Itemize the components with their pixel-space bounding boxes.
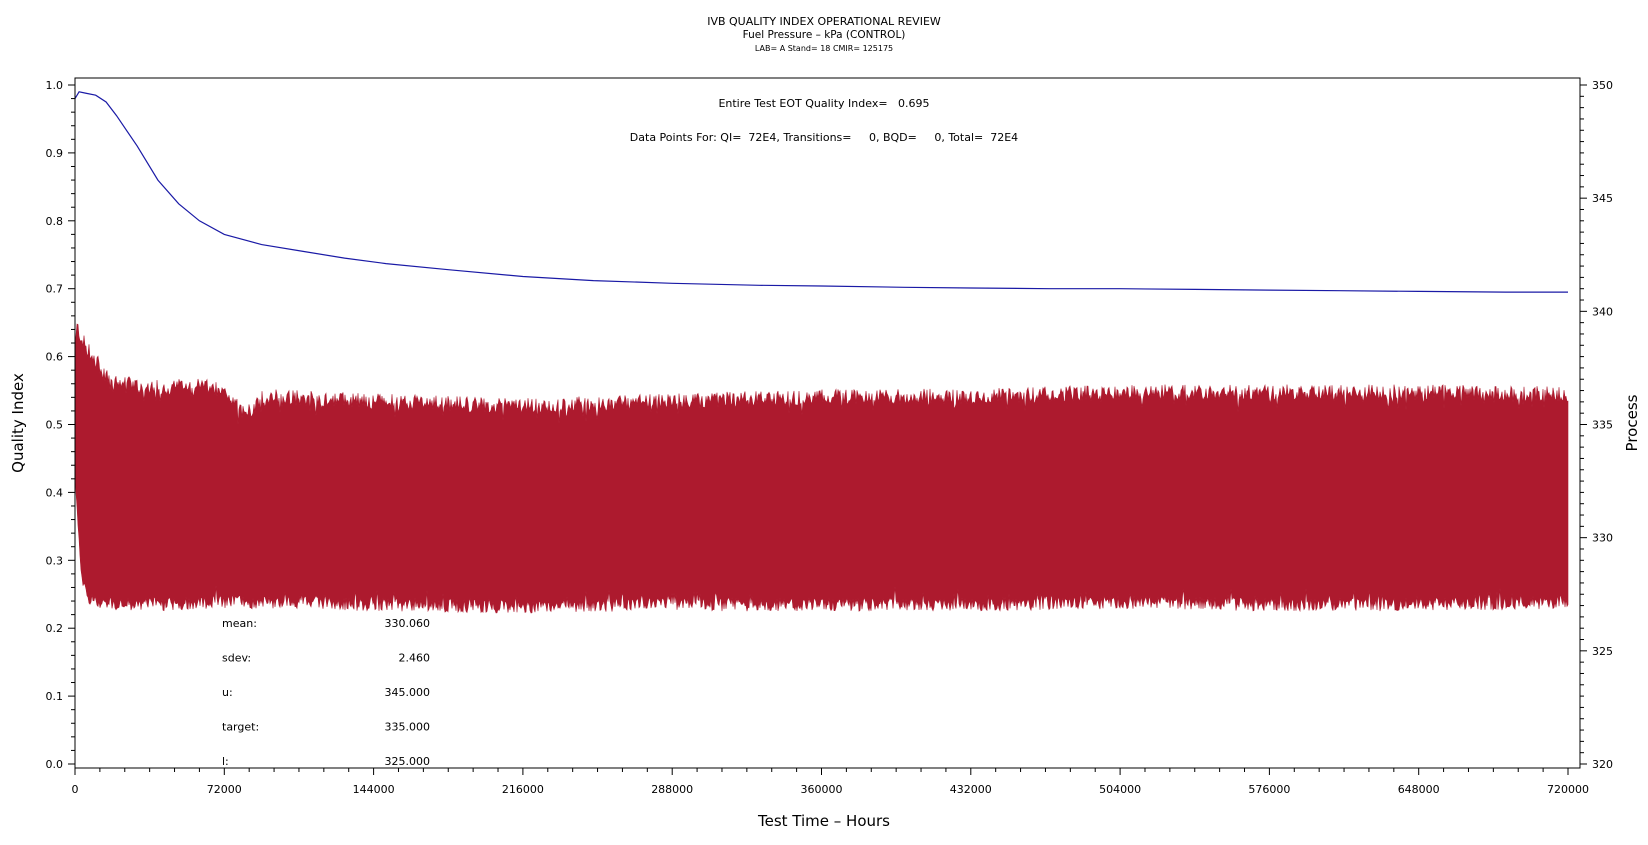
- y-tick-label: 1.0: [46, 79, 64, 92]
- stat-label: sdev:: [222, 652, 251, 665]
- stats-table: mean: 330.060 sdev: 2.460 u: 345.000 target: 33…: [222, 617, 430, 768]
- y2-tick-label: 340: [1592, 305, 1613, 318]
- y-axis-label: Quality Index: [9, 373, 27, 473]
- x-axis: 0 72000 144000 216000 288000 360000 432000 5040…: [72, 768, 1589, 796]
- x-tick-label: 216000: [502, 783, 544, 796]
- x-tick-label: 72000: [207, 783, 242, 796]
- chart-info-line: LAB= A Stand= 18 CMIR= 125175: [755, 44, 893, 53]
- process-band-layer: [74, 323, 1569, 614]
- stat-value: 345.000: [385, 686, 431, 699]
- quality-index-line-layer: [74, 91, 1568, 293]
- y-tick-label: 0.9: [46, 147, 64, 160]
- y-tick-label: 0.5: [46, 419, 64, 432]
- y2-tick-label: 345: [1592, 192, 1613, 205]
- y-tick-label: 0.3: [46, 554, 64, 567]
- annotation-data-points: Data Points For: QI= 72E4, Transitions= …: [630, 131, 1018, 144]
- process-series-band: [74, 323, 1569, 614]
- stat-label: mean:: [222, 617, 257, 630]
- stat-label: target:: [222, 721, 259, 734]
- chart-subtitle: Fuel Pressure – kPa (CONTROL): [743, 29, 906, 41]
- plot-frame: [74, 77, 1581, 769]
- y-axis-left: 0.0 0.1 0.2 0.3 0.4 0.5 0.6 0.7 0.8 0.9 1.0: [46, 79, 75, 771]
- x-axis-label: Test Time – Hours: [757, 812, 890, 830]
- y2-tick-label: 335: [1592, 419, 1613, 432]
- y-tick-label: 0.4: [46, 486, 64, 499]
- annotation-quality-index: Entire Test EOT Quality Index= 0.695: [718, 97, 929, 110]
- y-tick-label: 0.8: [46, 215, 64, 228]
- x-tick-label: 504000: [1099, 783, 1141, 796]
- stat-value: 325.000: [385, 755, 431, 768]
- x-tick-label: 720000: [1547, 783, 1589, 796]
- y2-tick-label: 330: [1592, 532, 1613, 545]
- stat-label: u:: [222, 686, 233, 699]
- stat-label: l:: [222, 755, 229, 768]
- y-tick-label: 0.2: [46, 622, 64, 635]
- x-tick-label: 432000: [950, 783, 992, 796]
- x-tick-label: 360000: [801, 783, 843, 796]
- y2-axis-label: Process: [1623, 394, 1641, 451]
- x-tick-label: 648000: [1398, 783, 1440, 796]
- x-tick-label: 576000: [1248, 783, 1290, 796]
- x-tick-label: 288000: [651, 783, 693, 796]
- y-tick-label: 0.0: [46, 758, 64, 771]
- y-axis-right: 320 325 330 335 340 345 350: [1580, 79, 1613, 771]
- y-tick-label: 0.1: [46, 690, 64, 703]
- y2-tick-label: 350: [1592, 79, 1613, 92]
- y-tick-label: 0.7: [46, 283, 64, 296]
- stat-value: 2.460: [399, 652, 431, 665]
- quality-index-line: [74, 91, 1568, 293]
- y-tick-label: 0.6: [46, 351, 64, 364]
- x-tick-label: 144000: [353, 783, 395, 796]
- y2-tick-label: 320: [1592, 758, 1613, 771]
- stat-value: 330.060: [385, 617, 431, 630]
- x-tick-label: 0: [72, 783, 79, 796]
- stat-value: 335.000: [385, 721, 431, 734]
- y2-tick-label: 325: [1592, 645, 1613, 658]
- chart-title: IVB QUALITY INDEX OPERATIONAL REVIEW: [707, 15, 941, 28]
